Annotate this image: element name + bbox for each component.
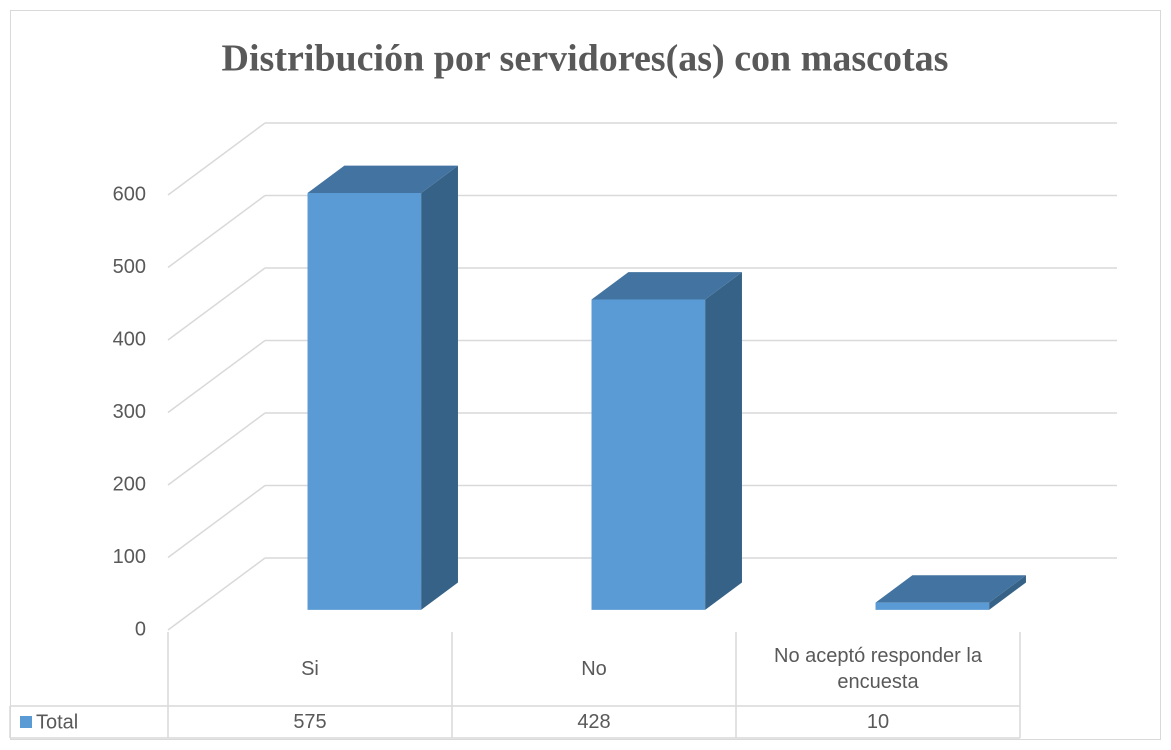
bar-top xyxy=(875,575,1026,603)
bar-side xyxy=(989,575,1026,610)
grid-line xyxy=(167,412,266,486)
bar-side xyxy=(705,272,742,610)
bar-top xyxy=(591,272,742,300)
bar xyxy=(591,299,706,610)
bar xyxy=(875,602,990,610)
chart-border xyxy=(10,10,1161,740)
grid-line xyxy=(167,267,266,341)
grid-line xyxy=(167,122,266,196)
x-tick-label: No aceptó responder la encuesta xyxy=(774,645,982,693)
bar xyxy=(307,192,422,610)
x-tick-label: Si xyxy=(301,658,319,680)
bar-top xyxy=(307,165,458,193)
grid-line xyxy=(167,339,266,414)
y-tick-label: 300 xyxy=(113,401,146,423)
y-tick-label: 200 xyxy=(113,473,146,495)
table-value: 10 xyxy=(866,711,890,733)
grid-line xyxy=(167,557,266,631)
table-value: 575 xyxy=(293,711,327,733)
chart-title: Distribución por servidores(as) con masc… xyxy=(222,38,949,80)
grid-line xyxy=(167,194,266,269)
legend-label: Total xyxy=(36,711,78,733)
y-tick-label: 400 xyxy=(113,328,146,350)
y-tick-label: 0 xyxy=(135,618,146,640)
y-tick-label: 100 xyxy=(113,546,146,568)
grid-line xyxy=(167,484,266,559)
bar-side xyxy=(421,165,458,610)
legend-swatch xyxy=(20,716,32,728)
x-tick-label: No xyxy=(581,658,607,680)
table-value: 428 xyxy=(577,711,611,733)
y-tick-label: 600 xyxy=(113,183,146,205)
y-tick-label: 500 xyxy=(113,256,146,278)
